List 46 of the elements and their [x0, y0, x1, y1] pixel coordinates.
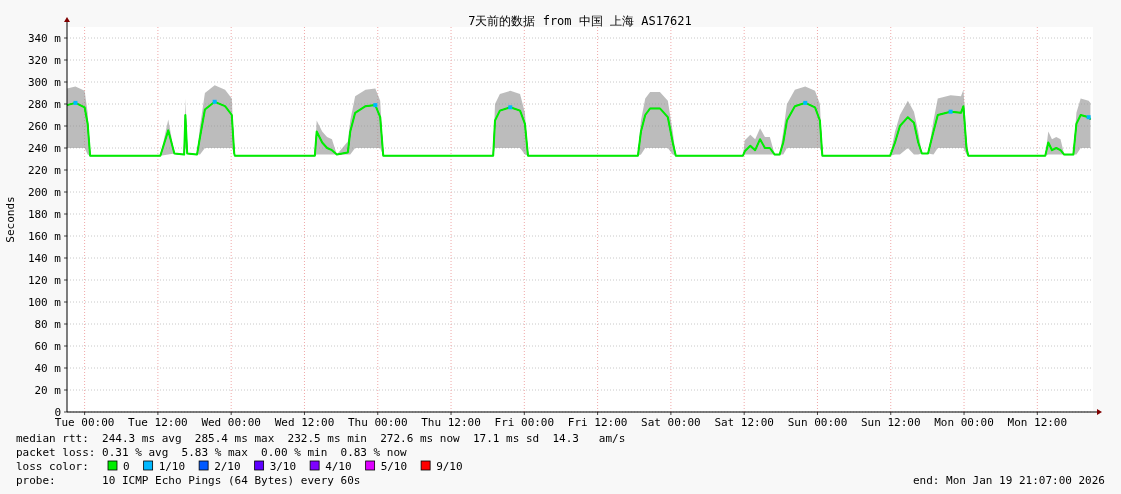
x-tick-label: Sat 00:00 [641, 416, 701, 429]
text: end: Mon Jan 19 21:07:00 2026 [912, 474, 1105, 487]
legend-title: loss color: [16, 460, 89, 473]
y-tick-label: 220 m [27, 164, 62, 177]
y-tick-label: 240 m [27, 142, 62, 155]
x-tick-label: Sun 00:00 [787, 416, 848, 429]
x-tick-label: Sat 12:00 [714, 416, 774, 429]
y-tick-label: 40 m [34, 362, 62, 375]
chart-title: 7天前的数据 from 中国 上海 AS17621 [468, 14, 692, 28]
y-tick-label: 200 m [27, 186, 62, 199]
y-tick-label: 80 m [34, 318, 62, 331]
legend-label: 0 [123, 460, 130, 473]
y-tick-label: 320 m [27, 54, 62, 67]
legend-label: 3/10 [269, 460, 297, 473]
x-tick-label: Mon 12:00 [1007, 416, 1068, 429]
text: probe: 10 ICMP Echo Pings (64 Bytes) every 60s [16, 474, 361, 487]
x-tick-label: Fri 00:00 [494, 416, 555, 429]
y-tick-label: 120 m [27, 274, 62, 287]
x-tick-label: Mon 00:00 [934, 416, 994, 429]
y-tick-label: 300 m [27, 76, 62, 89]
legend-label: 5/10 [380, 460, 408, 473]
y-tick-label: 60 m [34, 340, 62, 353]
x-tick-label: Thu 00:00 [347, 416, 408, 429]
x-tick-label: Wed 12:00 [274, 416, 335, 429]
x-tick-label: Sun 12:00 [860, 416, 921, 429]
text: median rtt: 244.3 ms avg 285.4 ms max 232.5 ms min 272.6 ms now 17.1 ms sd 14.3 am/s [16, 432, 626, 445]
y-tick-label: 260 m [27, 120, 62, 133]
y-tick-label: 340 m [27, 32, 62, 45]
legend-label: 4/10 [325, 460, 352, 473]
y-tick-label: 0 [54, 406, 61, 419]
legend-label: 9/10 [436, 460, 463, 473]
legend-label: 2/10 [214, 460, 241, 473]
y-tick-label: 280 m [27, 98, 62, 111]
legend-label: 1/10 [158, 460, 186, 473]
y-axis-title: Seconds [4, 196, 17, 243]
y-tick-label: 20 m [34, 384, 62, 397]
y-tick-label: 160 m [27, 230, 62, 243]
y-tick-label: 100 m [27, 296, 62, 309]
text: packet loss: 0.31 % avg 5.83 % max 0.00 % min 0.83 % now [16, 446, 408, 459]
x-tick-label: Thu 12:00 [421, 416, 481, 429]
x-tick-label: Fri 12:00 [567, 416, 628, 429]
x-tick-label: Wed 00:00 [201, 416, 261, 429]
y-tick-label: 180 m [27, 208, 62, 221]
y-tick-label: 140 m [27, 252, 62, 265]
x-tick-label: Tue 12:00 [128, 416, 188, 429]
x-tick-label: Tue 00:00 [54, 416, 115, 429]
